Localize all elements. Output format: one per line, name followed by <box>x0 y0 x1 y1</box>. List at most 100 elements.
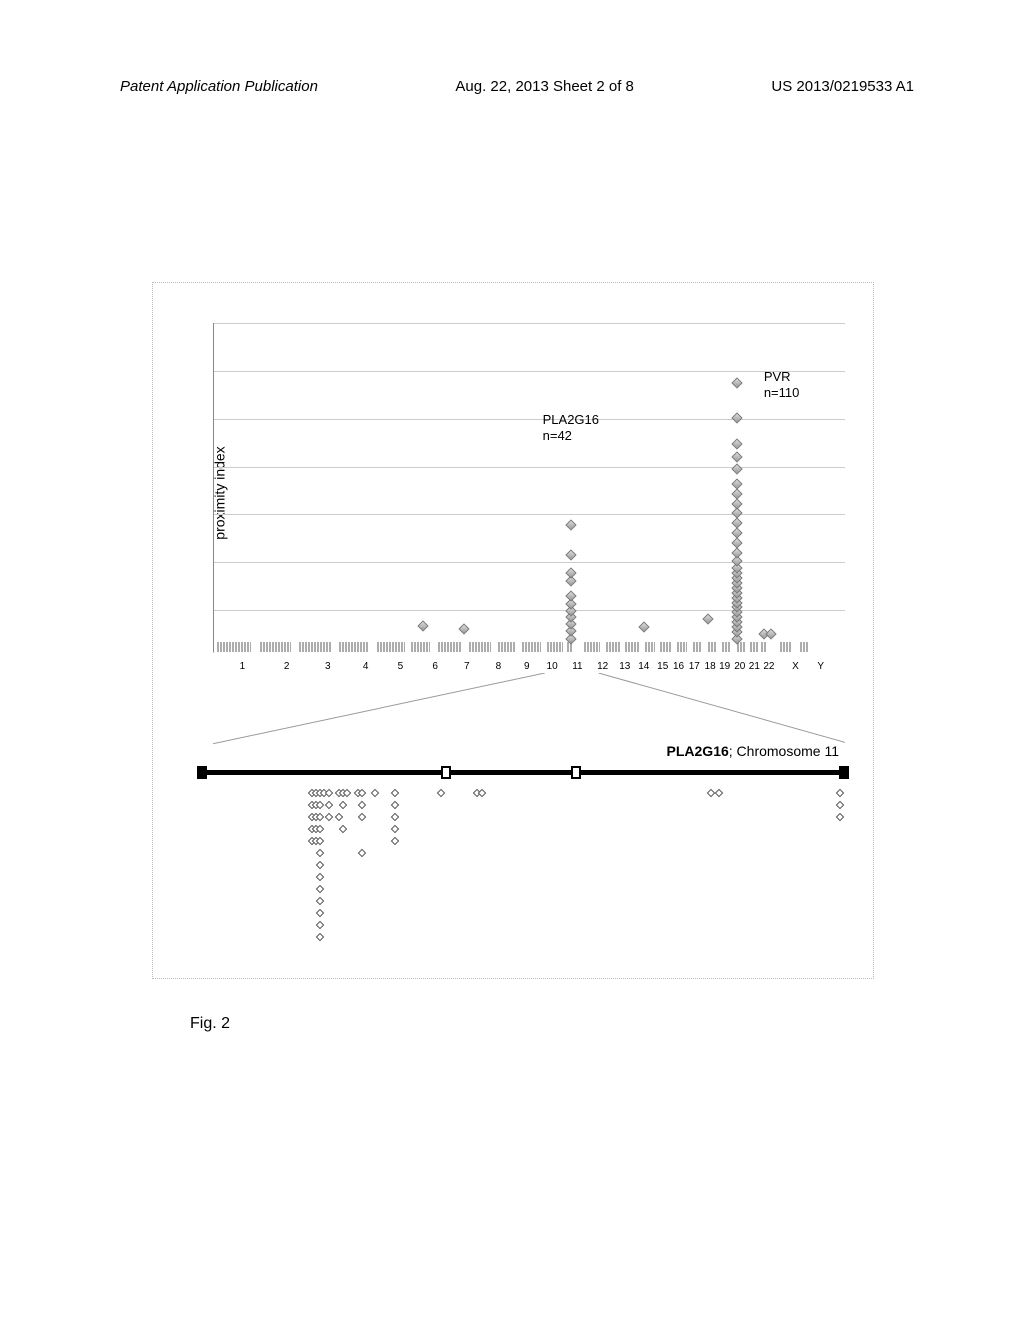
data-point <box>732 488 743 499</box>
gene-name-bold: PLA2G16 <box>667 743 729 759</box>
data-point <box>732 412 743 423</box>
x-tick-label: 8 <box>496 661 502 672</box>
insertion-hit <box>316 885 324 893</box>
baseline-cluster <box>411 642 430 652</box>
x-tick-label: 19 <box>719 661 730 672</box>
x-tick-label: 22 <box>763 661 774 672</box>
insertion-hit-row <box>199 884 849 894</box>
insertion-hit <box>339 825 347 833</box>
data-point <box>766 628 777 639</box>
x-tick-label: 21 <box>749 661 760 672</box>
header-center: Aug. 22, 2013 Sheet 2 of 8 <box>455 78 633 95</box>
gene-name-rest: ; Chromosome 11 <box>729 743 839 759</box>
baseline-cluster <box>660 642 671 652</box>
x-tick-label: 3 <box>325 661 331 672</box>
x-tick-label: 18 <box>705 661 716 672</box>
x-tick-label: 2 <box>284 661 290 672</box>
gridline <box>214 562 845 563</box>
insertion-hit-row <box>199 788 849 798</box>
insertion-hit <box>316 873 324 881</box>
header-left: Patent Application Publication <box>120 78 318 95</box>
baseline-cluster <box>547 642 563 652</box>
data-point <box>703 613 714 624</box>
gridline <box>214 371 845 372</box>
x-tick-label: 9 <box>524 661 530 672</box>
baseline-cluster <box>438 642 462 652</box>
insertion-hit-row <box>199 800 849 810</box>
insertion-hit <box>390 801 398 809</box>
data-point <box>732 537 743 548</box>
data-point <box>732 463 743 474</box>
data-point <box>417 620 428 631</box>
x-tick-label: 4 <box>363 661 369 672</box>
insertion-hit <box>836 789 844 797</box>
x-tick-label: X <box>792 661 799 672</box>
x-tick-label: 10 <box>547 661 558 672</box>
data-point <box>565 519 576 530</box>
baseline-cluster <box>800 642 809 652</box>
x-tick-label: 14 <box>638 661 649 672</box>
data-point <box>732 478 743 489</box>
x-tick-label: 5 <box>398 661 404 672</box>
x-tick-label: 13 <box>619 661 630 672</box>
insertion-hit-row <box>199 908 849 918</box>
x-tick-label: 11 <box>572 661 582 672</box>
insertion-hit <box>836 801 844 809</box>
insertion-hit <box>325 789 333 797</box>
baseline-cluster <box>625 642 639 652</box>
gridline <box>214 323 845 324</box>
insertion-hit <box>358 849 366 857</box>
data-point <box>732 498 743 509</box>
data-point <box>732 518 743 529</box>
baseline-cluster <box>722 642 730 652</box>
exon-box <box>571 766 581 779</box>
gridline <box>214 514 845 515</box>
insertion-hit <box>316 861 324 869</box>
insertion-hit-row <box>199 932 849 942</box>
insertion-hit <box>715 789 723 797</box>
baseline-cluster <box>469 642 491 652</box>
insertion-hit <box>339 801 347 809</box>
baseline-cluster <box>377 642 405 652</box>
baseline-cluster <box>750 642 758 652</box>
x-tick-label: 16 <box>673 661 684 672</box>
baseline-cluster <box>737 642 745 652</box>
data-point <box>458 623 469 634</box>
x-tick-label: 7 <box>464 661 470 672</box>
insertion-hit <box>836 813 844 821</box>
insertion-hit <box>478 789 486 797</box>
insertion-hit-row <box>199 920 849 930</box>
insertion-hit-row <box>199 848 849 858</box>
baseline-cluster <box>299 642 331 652</box>
data-point <box>732 508 743 519</box>
gridline <box>214 610 845 611</box>
insertion-hit <box>390 789 398 797</box>
insertion-hit <box>316 897 324 905</box>
baseline-cluster <box>677 642 687 652</box>
insertion-hit <box>316 849 324 857</box>
gene-body-line <box>199 770 849 775</box>
baseline-cluster <box>708 642 717 652</box>
insertion-hit <box>437 789 445 797</box>
annotation-label: PLA2G16n=42 <box>543 412 599 445</box>
baseline-cluster <box>584 642 600 652</box>
manhattan-plot: proximity index 123456789101112131415161… <box>183 303 855 683</box>
page-header: Patent Application Publication Aug. 22, … <box>0 78 1024 95</box>
x-tick-label: 12 <box>597 661 608 672</box>
baseline-cluster <box>693 642 702 652</box>
x-tick-label: Y <box>817 661 824 672</box>
exon-box <box>441 766 451 779</box>
insertion-hit <box>316 921 324 929</box>
data-point <box>732 438 743 449</box>
insertion-hit-row <box>199 872 849 882</box>
insertion-hit-row <box>199 860 849 870</box>
insertion-hit <box>316 909 324 917</box>
annotation-label: PVRn=110 <box>764 369 800 402</box>
x-tick-label: 17 <box>689 661 700 672</box>
baseline-cluster <box>522 642 541 652</box>
data-point <box>732 547 743 558</box>
data-point <box>565 549 576 560</box>
insertion-hit <box>358 813 366 821</box>
data-point <box>565 567 576 578</box>
data-point <box>565 590 576 601</box>
